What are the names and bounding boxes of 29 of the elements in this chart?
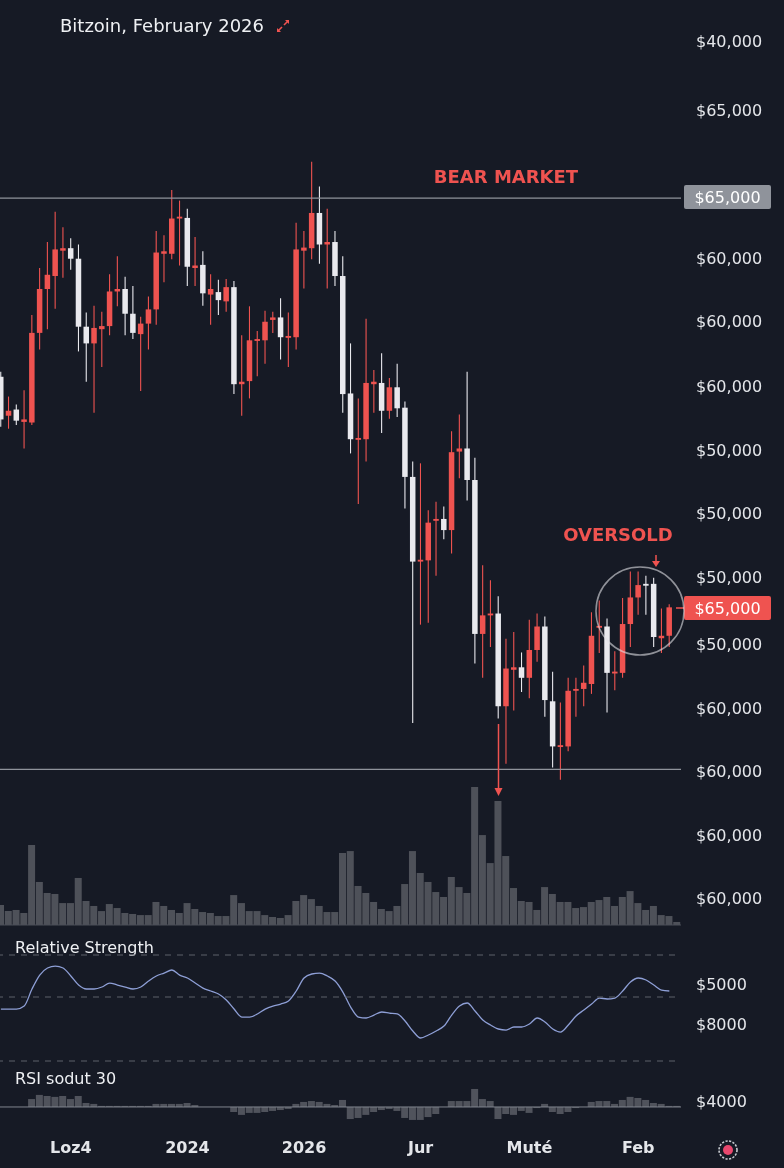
chart-title: Relative Strength: [15, 938, 154, 958]
x-tick-label: Muté: [506, 1138, 553, 1158]
chart-title: Bitzoin, February 2026: [60, 15, 265, 37]
text: $65,000: [694, 598, 761, 618]
text: $60,000: [696, 888, 763, 908]
text: $60,000: [696, 825, 763, 845]
x-tick-label: 2024: [165, 1138, 210, 1158]
text: $50,000: [696, 567, 763, 587]
text: $50,000: [696, 440, 763, 460]
text: $60,000: [696, 761, 763, 781]
text: $40,000: [696, 31, 763, 51]
text: $8000: [696, 1014, 747, 1034]
x-tick-label: 2026: [281, 1138, 327, 1158]
chart-title: RSI sodut 30: [15, 1069, 117, 1089]
annotation: OVERSOLD: [563, 523, 673, 545]
x-tick-label: Feb: [621, 1138, 655, 1158]
text: $5000: [696, 974, 747, 994]
text: $60,000: [696, 376, 763, 396]
text: $4000: [696, 1091, 747, 1111]
text: $65,000: [694, 187, 761, 207]
text: $60,000: [696, 311, 763, 331]
text: $50,000: [696, 634, 763, 654]
x-tick-label: Loz4: [50, 1138, 92, 1158]
text: $65,000: [696, 100, 763, 120]
text: $60,000: [696, 248, 763, 268]
text: $60,000: [696, 698, 763, 718]
x-tick-label: Jur: [407, 1138, 434, 1158]
text: $50,000: [696, 503, 763, 523]
annotation: BEAR MARKET: [433, 165, 579, 187]
